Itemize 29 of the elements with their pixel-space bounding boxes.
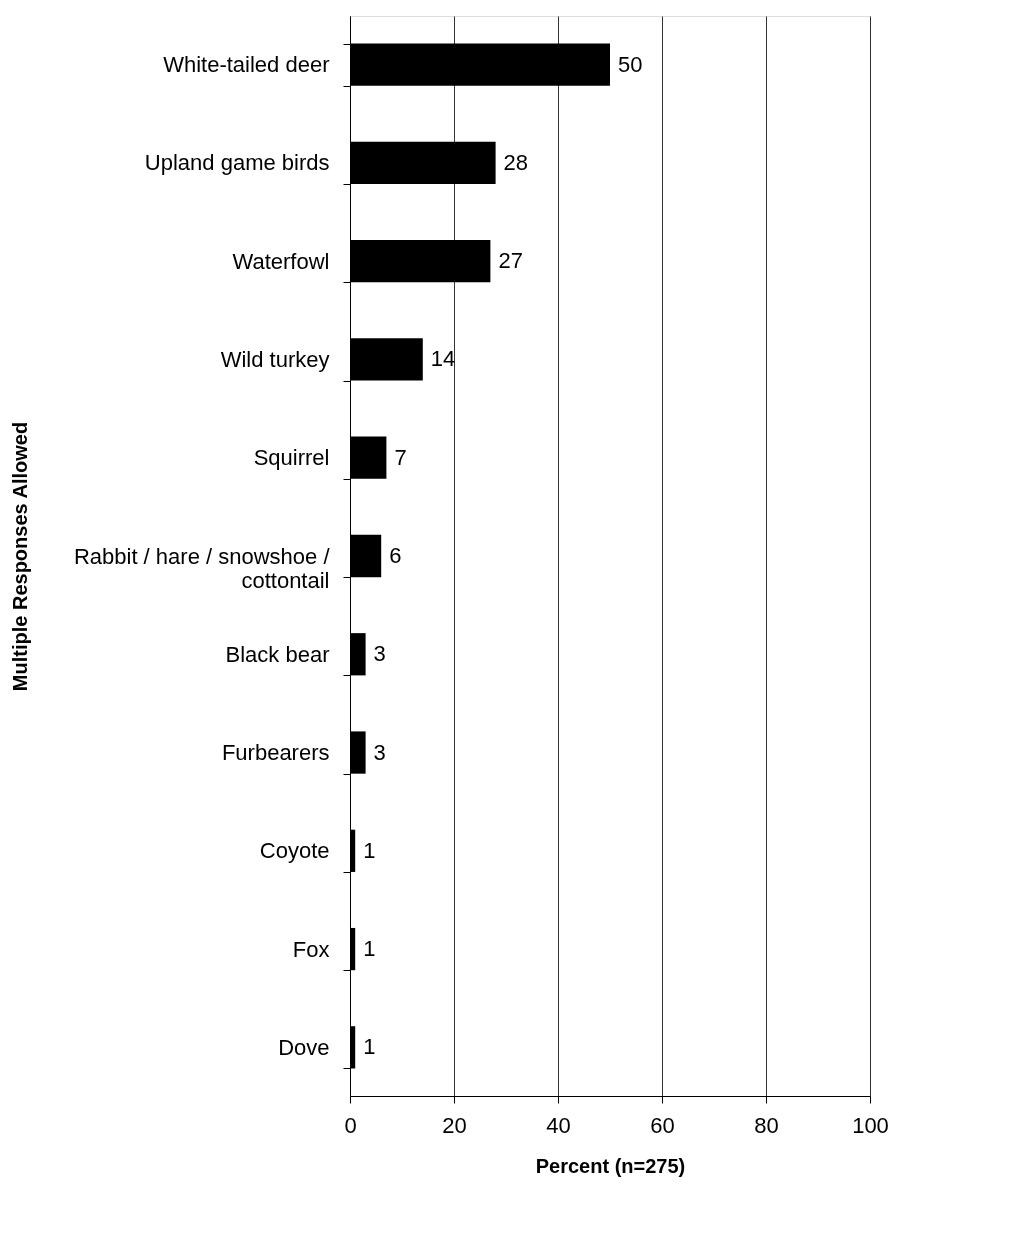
- y-tick-label: Coyote: [259, 838, 330, 864]
- y-tick-label: Upland game birds: [144, 150, 330, 176]
- x-tick-label: 20: [442, 1112, 467, 1138]
- data-label: 3: [373, 739, 386, 765]
- x-tick-label: 0: [344, 1112, 357, 1138]
- x-tick-label: 60: [650, 1112, 675, 1138]
- data-label: 27: [498, 248, 523, 274]
- data-label: 3: [373, 641, 386, 667]
- y-tick-label: Wild turkey: [220, 346, 330, 372]
- data-label: 7: [394, 444, 407, 470]
- data-label: 28: [503, 149, 529, 175]
- y-axis-title: Multiple Responses Allowed: [8, 421, 31, 692]
- y-tick-label: Waterfowl: [232, 248, 330, 274]
- y-tick-label: Fox: [292, 936, 330, 962]
- x-axis-title: Percent (n=275): [535, 1154, 686, 1177]
- y-tick-label: Squirrel: [253, 445, 330, 471]
- y-tick-label: Black bear: [225, 641, 330, 667]
- data-label: 1: [363, 1034, 376, 1060]
- data-label: 50: [618, 51, 643, 77]
- x-tick-label: 80: [754, 1112, 779, 1138]
- y-tick-label: Rabbit / hare / snowshoe / cottontail: [73, 543, 331, 593]
- y-tick-label: Dove: [278, 1034, 330, 1060]
- y-tick-label: Furbearers: [221, 740, 330, 766]
- x-tick-label: 40: [546, 1112, 571, 1138]
- data-label: 1: [363, 837, 376, 863]
- x-tick-label: 100: [852, 1112, 889, 1138]
- data-label: 6: [389, 543, 402, 568]
- y-tick-label: White-tailed deer: [163, 52, 330, 78]
- data-label: 1: [363, 936, 376, 962]
